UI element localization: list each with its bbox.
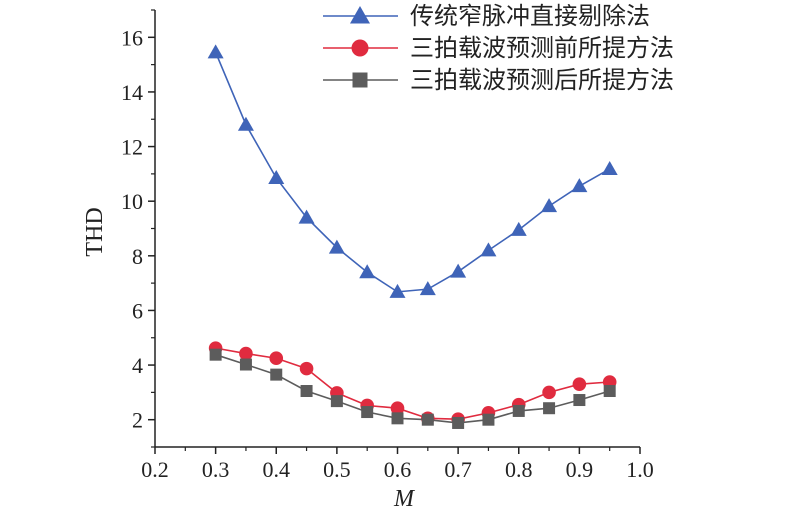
x-axis-title: M <box>393 486 416 512</box>
x-tick-label: 0.7 <box>444 457 472 482</box>
data-point <box>389 283 406 298</box>
data-point <box>269 351 284 366</box>
y-tick-label: 10 <box>121 189 143 214</box>
y-tick-label: 6 <box>132 298 143 323</box>
series-layer <box>207 44 618 429</box>
x-tick-label: 0.5 <box>323 457 351 482</box>
y-tick-label: 14 <box>121 80 143 105</box>
y-tick-label: 4 <box>132 353 143 378</box>
data-point <box>239 358 252 371</box>
data-point <box>207 44 224 59</box>
data-point <box>239 346 253 361</box>
y-axis-title: THD <box>82 207 108 256</box>
data-point <box>328 239 345 254</box>
data-point <box>421 413 434 426</box>
data-point <box>572 377 587 391</box>
data-point <box>512 404 525 417</box>
axes: 0.2 0.3 0.4 0.5 0.6 0.7 0.8 0.9 1.0 2 4 6 8 10 12 14 16 <box>121 9 654 482</box>
data-point <box>452 416 465 429</box>
legend-label: 三拍载波预测前所提方法 <box>410 34 674 62</box>
data-point <box>237 116 254 131</box>
data-point <box>330 395 343 408</box>
data-point <box>603 385 616 398</box>
series-1 <box>207 44 618 298</box>
data-point <box>299 361 314 376</box>
data-point <box>419 281 436 296</box>
y-tick-label: 8 <box>132 244 143 269</box>
x-tick-label: 0.9 <box>566 457 594 482</box>
legend-marker <box>352 72 368 88</box>
y-tick-label: 16 <box>121 25 143 50</box>
data-point <box>209 348 222 361</box>
data-point <box>510 221 527 236</box>
data-point <box>270 368 283 381</box>
legend-item-3: 三拍载波预测后所提方法 <box>323 66 674 94</box>
data-point <box>268 169 285 184</box>
legend-marker <box>351 39 369 57</box>
data-point <box>482 413 495 426</box>
legend-marker <box>350 6 370 24</box>
data-point <box>361 406 374 419</box>
data-point <box>450 263 467 278</box>
data-point <box>298 209 315 224</box>
data-point <box>601 160 618 175</box>
data-point <box>543 402 556 415</box>
legend-item-2: 三拍载波预测前所提方法 <box>323 34 674 62</box>
data-point <box>573 394 586 407</box>
data-point <box>480 242 497 257</box>
data-point <box>359 264 376 279</box>
x-tick-label: 0.6 <box>384 457 412 482</box>
data-point <box>541 198 558 213</box>
data-point <box>300 385 313 398</box>
y-tick-label: 12 <box>121 135 143 160</box>
legend-label: 传统窄脉冲直接剔除法 <box>410 2 650 30</box>
y-tick-label: 2 <box>132 408 143 433</box>
x-tick-label: 1.0 <box>626 457 654 482</box>
data-point <box>391 412 404 425</box>
series-2 <box>208 341 617 426</box>
data-point <box>571 178 588 193</box>
x-tick-label: 0.8 <box>505 457 533 482</box>
series-3 <box>209 348 616 429</box>
x-tick-label: 0.3 <box>202 457 230 482</box>
legend-item-1: 传统窄脉冲直接剔除法 <box>323 2 650 30</box>
legend-label: 三拍载波预测后所提方法 <box>410 66 674 94</box>
data-point <box>390 401 405 416</box>
x-tick-label: 0.2 <box>141 457 169 482</box>
data-point <box>542 385 556 400</box>
x-tick-label: 0.4 <box>263 457 291 482</box>
